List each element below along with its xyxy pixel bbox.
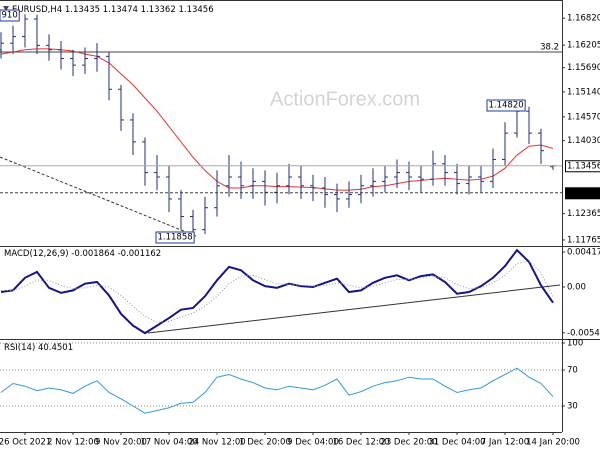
y-tick-label: 1.14570 (567, 112, 600, 122)
level-label: 1.12840 (567, 188, 600, 198)
indicator-title: RSI(14) (4, 343, 35, 353)
annotation-box (486, 99, 526, 112)
y-tick-label: 30 (567, 402, 578, 412)
y-tick-label: 1.15140 (567, 87, 600, 97)
x-tick-label: 14 Jan 20:00 (526, 438, 580, 448)
x-tick-label: 1 Dec 20:00 (239, 438, 291, 448)
annotation: 1.11858 (158, 233, 193, 243)
high-value: 1.13474 (103, 5, 138, 15)
annotation-box (0, 9, 20, 22)
annotation-box (155, 231, 195, 244)
x-tick-label: 26 Oct 2021 (0, 438, 51, 448)
y-tick-label: 70 (567, 366, 578, 376)
current-price-label-box (565, 160, 600, 173)
x-tick-label: 9 Nov 20:00 (95, 438, 147, 448)
line (1, 260, 554, 323)
x-tick-label: 17 Nov 04:00 (140, 438, 197, 448)
x-tick-label: 31 Dec 04:00 (428, 438, 485, 448)
line (0, 367, 554, 414)
indicator-header: RSI(14) 40.4501 (4, 343, 73, 353)
line (0, 248, 554, 335)
indicator-value: 40.4501 (38, 343, 73, 353)
trend-line (0, 156, 197, 237)
x-tick-label: 24 Nov 12:00 (188, 438, 245, 448)
chart-title: EURUSD,H4 (12, 5, 62, 15)
indicator-value: -0.001162 (118, 249, 162, 259)
y-tick-label: 1.12365 (567, 209, 600, 219)
x-tick-label: 2 Nov 12:00 (47, 438, 99, 448)
x-tick-label: 7 Jan 12:00 (481, 438, 529, 448)
current-price-label: 1.13456 (567, 161, 600, 171)
y-tick-label: 0.00 (567, 283, 586, 293)
indicator-header: MACD(12,26,9) -0.001864 -0.001162 (4, 249, 161, 259)
level-label: 38.2 (540, 42, 559, 52)
collapse-icon (3, 6, 9, 11)
y-tick-label: 1.14030 (567, 136, 600, 146)
x-tick-label: 23 Dec 20:00 (380, 438, 437, 448)
x-tick-label: 16 Dec 12:00 (332, 438, 389, 448)
frame (0, 0, 600, 433)
open-value: 1.13435 (65, 5, 100, 15)
annotation: 910 (2, 11, 18, 21)
y-tick-label: 100 (567, 339, 583, 349)
annotation: 1.14820 (489, 101, 524, 111)
y-tick-label: 1.16205 (567, 41, 600, 51)
y-tick-label: 1.11765 (567, 235, 600, 245)
trend-line (147, 284, 561, 334)
watermark: ActionForex.com (270, 88, 420, 110)
y-tick-label: 0.00417 (567, 248, 600, 258)
y-tick-label: 1.16820 (567, 14, 600, 24)
chart-header: EURUSD,H4 1.13435 1.13474 1.13362 1.1345… (12, 5, 214, 15)
low-value: 1.13362 (141, 5, 176, 15)
indicator-value: -0.001864 (71, 249, 115, 259)
close-value: 1.13456 (178, 5, 213, 15)
y-tick-label: -0.005456 (567, 328, 600, 338)
indicator-title: MACD(12,26,9) (4, 249, 69, 259)
y-tick-label: 1.15690 (567, 63, 600, 73)
level-label-box (565, 187, 600, 200)
x-tick-label: 9 Dec 04:00 (287, 438, 339, 448)
